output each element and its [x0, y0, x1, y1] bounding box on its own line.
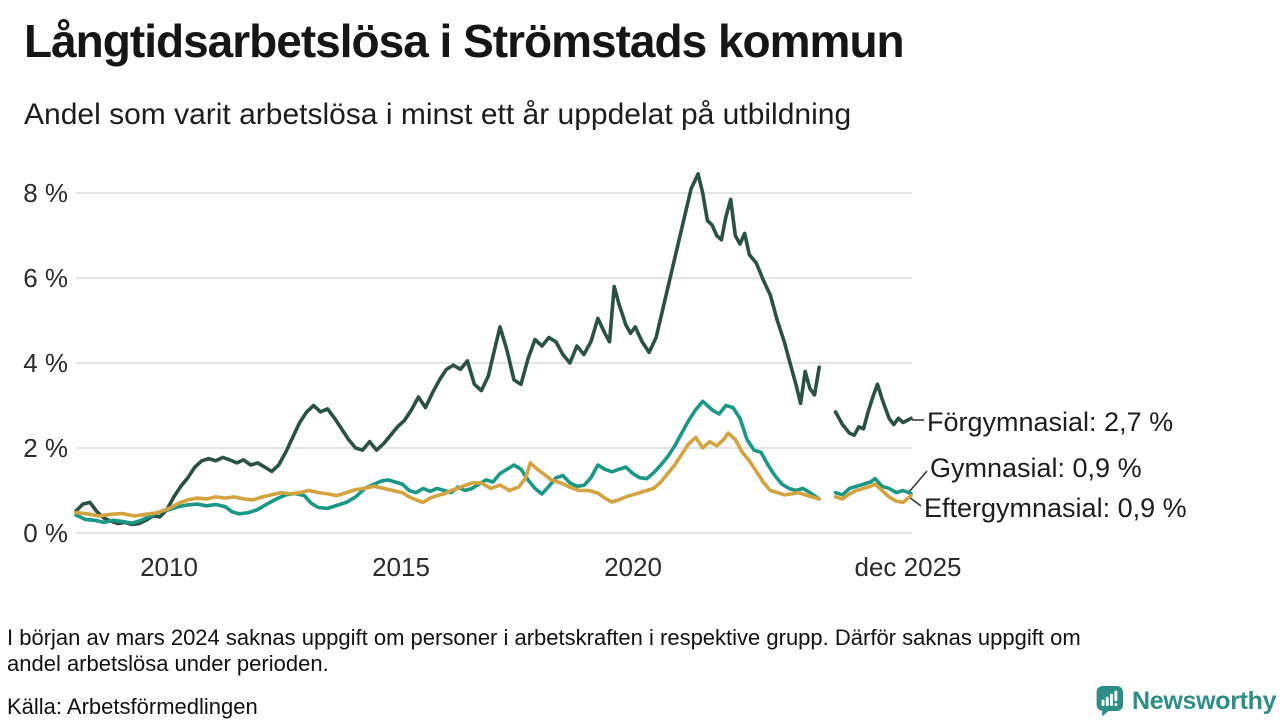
source-credit: Källa: Arbetsförmedlingen: [7, 694, 258, 719]
series-line-gymnasial: [74, 399, 822, 526]
y-axis-tick-label: 8 %: [23, 178, 68, 208]
newsworthy-icon: [1096, 686, 1123, 717]
y-axis-tick-label: 4 %: [23, 348, 68, 378]
label-leader-line: [908, 470, 928, 493]
series-line-gymnasial: [833, 476, 913, 497]
footnote-line: I början av mars 2024 saknas uppgift om …: [7, 625, 1081, 650]
chart-footnote: I början av mars 2024 saknas uppgift om …: [7, 625, 1247, 677]
series-line-förgymnasial: [833, 382, 913, 438]
x-axis-tick-label: dec 2025: [854, 552, 962, 582]
y-axis-tick-label: 6 %: [23, 263, 68, 293]
series-end-label-forgymnasial: Förgymnasial: 2,7 %: [927, 407, 1174, 437]
series-end-label-eftergymnasial: Eftergymnasial: 0,9 %: [924, 493, 1187, 523]
x-axis-tick-label: 2020: [604, 552, 662, 582]
newsworthy-wordmark: Newsworthy: [1132, 686, 1277, 715]
y-axis-tick-label: 0 %: [23, 518, 68, 548]
page-title: Långtidsarbetslösa i Strömstads kommun: [24, 15, 905, 67]
newsworthy-logo: Newsworthy: [1096, 685, 1277, 717]
page-subtitle: Andel som varit arbetslösa i minst ett å…: [24, 98, 852, 131]
x-axis-tick-label: 2010: [140, 552, 198, 582]
x-axis-tick-label: 2015: [372, 552, 430, 582]
series-line-förgymnasial: [74, 172, 822, 527]
series-line-eftergymnasial: [833, 482, 913, 505]
label-leader-line: [908, 496, 922, 507]
y-axis-tick-label: 2 %: [23, 433, 68, 463]
series-line-eftergymnasial: [74, 431, 822, 518]
series-end-label-gymnasial: Gymnasial: 0,9 %: [930, 453, 1142, 483]
footnote-line: andel arbetslösa under perioden.: [7, 651, 329, 676]
